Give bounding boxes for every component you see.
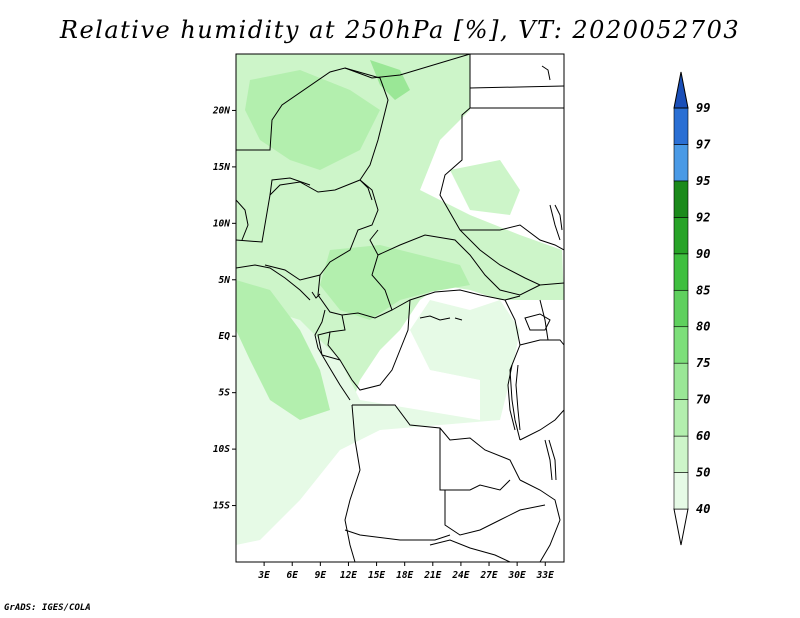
border-east-africa	[519, 339, 564, 346]
rh-patch-east	[450, 160, 520, 215]
border-uganda	[539, 299, 549, 341]
rh-patch-west	[236, 280, 330, 420]
rh-patch-north	[245, 70, 380, 170]
y-tick-label: 20N	[212, 105, 230, 116]
colorbar-box	[673, 326, 689, 364]
border-drc-angola	[352, 404, 521, 481]
colorbar-label: 50	[696, 466, 710, 480]
colorbar-box	[673, 107, 689, 145]
chart-title: Relative humidity at 250hPa [%], VT: 202…	[59, 16, 741, 44]
border-guinea-gulf	[236, 199, 249, 241]
x-tick-label: 6E	[287, 570, 299, 581]
border-nigeria	[236, 179, 379, 281]
x-tick-label: 33E	[536, 570, 554, 581]
colorbar-box	[673, 362, 689, 400]
y-tick-label: EQ	[219, 331, 231, 342]
colorbar-box	[673, 253, 689, 291]
border-lake-malawi	[544, 439, 557, 481]
border-red-sea	[541, 65, 563, 231]
border-chad-sudan	[439, 54, 564, 286]
x-axis-ticks: 3E 6E 9E 12E 15E 18E 21E 24E 27E 30E 33E	[257, 562, 554, 581]
border-lake-tanganyika	[507, 364, 521, 431]
colorbar-arrow-high	[673, 71, 689, 109]
border-angola	[344, 404, 361, 562]
border-namibia	[429, 539, 511, 562]
colorbar-label: 75	[696, 356, 710, 370]
colorbar-box	[673, 399, 689, 437]
x-tick-label: 3E	[257, 570, 270, 581]
colorbar-label: 60	[696, 429, 710, 443]
y-tick-label: 15S	[213, 501, 230, 512]
humidity-shading	[236, 54, 564, 545]
x-tick-label: 24E	[451, 570, 469, 581]
border-east-lakes	[504, 299, 521, 441]
colorbar-box	[673, 217, 689, 255]
y-axis-ticks: 20N 15N 10N 5N EQ 5S 10S 15S	[212, 105, 236, 512]
x-tick-label: 21E	[423, 570, 441, 581]
x-tick-label: 18E	[396, 570, 413, 581]
border-tanzania	[519, 409, 564, 441]
colorbar-box	[673, 472, 689, 510]
y-tick-label: 5N	[219, 275, 231, 286]
border-congo	[327, 299, 411, 391]
colorbar: 40 50 60 70 75 80 85 90 92 95 97 99	[673, 71, 711, 546]
x-tick-label: 27E	[479, 570, 497, 581]
colorbar-box	[673, 180, 689, 218]
colorbar-box	[673, 289, 689, 328]
map-frame	[235, 53, 565, 563]
colorbar-label: 80	[696, 320, 710, 334]
border-angola-zambia	[439, 428, 511, 491]
colorbar-label: 85	[696, 283, 710, 297]
border-sudan-egypt	[469, 85, 564, 89]
border-gabon	[317, 331, 341, 361]
border-cameroon-line	[311, 291, 321, 299]
y-tick-label: 10N	[213, 218, 230, 229]
x-tick-label: 12E	[340, 570, 357, 581]
border-sudan-east	[460, 224, 564, 251]
colorbar-box	[673, 435, 689, 473]
border-cameroon	[317, 229, 393, 319]
colorbar-label: 95	[696, 174, 710, 188]
border-mozambique	[519, 479, 561, 562]
rh-patch-central	[320, 245, 470, 320]
border-lakes-dots	[419, 315, 463, 321]
x-tick-label: 30E	[508, 570, 526, 581]
border-zambia	[444, 490, 546, 536]
y-tick-label: 10S	[213, 444, 230, 455]
border-niger-chad	[344, 54, 471, 79]
border-lake-chad	[359, 179, 373, 201]
colorbar-label: 92	[696, 210, 710, 224]
colorbar-label: 97	[696, 137, 711, 151]
border-west-coast	[236, 264, 311, 301]
colorbar-arrow-low	[673, 508, 689, 546]
y-tick-label: 5S	[219, 388, 231, 399]
border-niger-nigeria	[269, 177, 311, 196]
y-tick-label: 15N	[213, 162, 230, 173]
colorbar-label: 40	[696, 502, 710, 516]
colorbar-label: 70	[696, 393, 710, 407]
x-tick-label: 15E	[368, 570, 385, 581]
rh-patch-northeast	[370, 60, 410, 100]
border-victoria	[524, 313, 551, 331]
border-car	[377, 234, 541, 296]
border-angola-south	[344, 529, 451, 541]
colorbar-label: 90	[696, 247, 710, 261]
country-borders	[236, 54, 564, 562]
credit-text: GrADS: IGES/COLA	[4, 603, 91, 613]
colorbar-label: 99	[696, 101, 710, 115]
colorbar-box	[673, 144, 689, 182]
border-ethiopia	[549, 204, 561, 241]
x-tick-label: 9E	[315, 570, 327, 581]
border-gabon-coast	[314, 309, 351, 401]
